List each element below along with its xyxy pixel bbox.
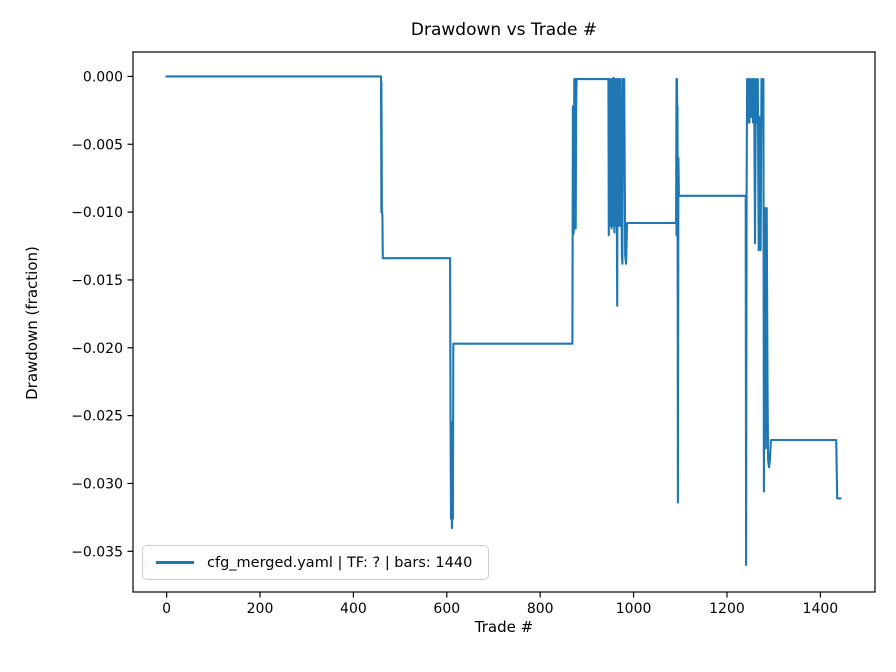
- svg-text:800: 800: [527, 601, 554, 617]
- legend-label: cfg_merged.yaml | TF: ? | bars: 1440: [207, 554, 473, 571]
- svg-text:−0.035: −0.035: [71, 544, 123, 560]
- svg-text:−0.010: −0.010: [71, 205, 123, 221]
- svg-text:−0.020: −0.020: [71, 341, 123, 357]
- chart-title: Drawdown vs Trade #: [410, 20, 598, 40]
- svg-text:1200: 1200: [709, 601, 745, 617]
- legend-line-sample: [156, 561, 194, 564]
- svg-text:−0.005: −0.005: [71, 137, 123, 153]
- legend: cfg_merged.yaml | TF: ? | bars: 1440: [142, 545, 490, 580]
- y-axis-label: Drawdown (fraction): [23, 246, 41, 400]
- svg-text:600: 600: [433, 601, 460, 617]
- svg-text:200: 200: [247, 601, 274, 617]
- svg-text:−0.015: −0.015: [71, 273, 123, 289]
- x-axis-label: Trade #: [474, 618, 534, 636]
- axes-spines: [132, 51, 876, 593]
- svg-text:400: 400: [340, 601, 367, 617]
- svg-text:−0.030: −0.030: [71, 476, 123, 492]
- y-axis-ticks: 0.000 −0.005 −0.010 −0.015 −0.020 −0.025 −0.03…: [71, 69, 133, 560]
- x-axis-ticks: 0 200 400 600 800 1000 1200 1400: [162, 592, 838, 617]
- drawdown-line: [165, 75, 842, 566]
- svg-text:1000: 1000: [616, 601, 652, 617]
- svg-text:0: 0: [162, 601, 171, 617]
- svg-text:0.000: 0.000: [83, 69, 123, 85]
- svg-text:1400: 1400: [803, 601, 839, 617]
- svg-text:−0.025: −0.025: [71, 409, 123, 425]
